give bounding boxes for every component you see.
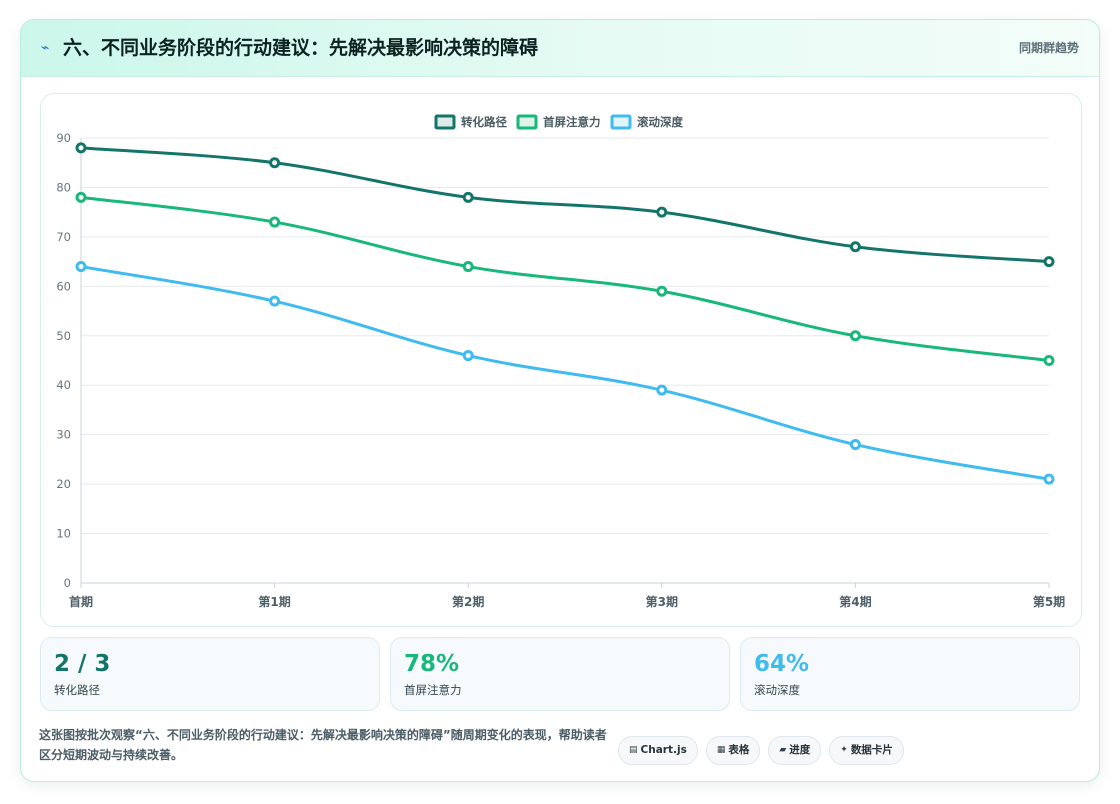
series-line <box>79 146 1051 264</box>
y-tick-label: 60 <box>56 279 71 293</box>
lightning-icon: ⌁ <box>41 40 50 56</box>
data-point <box>849 439 861 451</box>
badge-label: 表格 <box>728 744 750 756</box>
data-point <box>75 142 87 154</box>
y-tick-label: 10 <box>56 527 71 541</box>
data-point <box>1043 256 1055 268</box>
progress-icon: ▰ <box>779 745 787 755</box>
stat-value: 64% <box>754 651 810 677</box>
cohort-trend-link[interactable]: 同期群趋势 <box>1018 41 1079 55</box>
x-tick-label: 第3期 <box>646 594 678 609</box>
data-point <box>75 191 87 203</box>
legend-swatch <box>610 114 632 130</box>
data-point <box>656 206 668 218</box>
y-tick-label: 0 <box>64 576 71 590</box>
chart-description: 这张图按批次观察“六、不同业务阶段的行动建议：先解决最影响决策的障碍”随周期变化… <box>39 728 607 762</box>
y-tick-label: 90 <box>56 131 71 145</box>
data-point <box>462 350 474 362</box>
data-point <box>849 241 861 253</box>
y-tick-label: 40 <box>56 378 71 392</box>
legend-label: 滚动深度 <box>637 115 683 129</box>
badge-label: Chart.js <box>640 744 687 756</box>
line-chart: 0 10 20 30 40 50 60 70 80 90 首期 第1期 第2期 第3期 第4期 第5期 转化路径… <box>56 114 1065 609</box>
series-line <box>79 195 1051 362</box>
y-tick-label: 50 <box>56 329 71 343</box>
sparkle-icon: ✦ <box>840 745 848 755</box>
data-point <box>656 285 668 297</box>
data-point <box>849 330 861 342</box>
data-point <box>462 261 474 273</box>
data-point <box>75 261 87 273</box>
data-point <box>269 157 281 169</box>
x-tick-label: 第5期 <box>1033 594 1065 609</box>
data-point <box>656 384 668 396</box>
chartjs-badge[interactable]: ▤ Chart.js <box>618 736 698 765</box>
series-line <box>79 265 1051 481</box>
stat-card-attention: 78% 首屏注意力 <box>390 637 730 711</box>
y-tick-label: 20 <box>56 477 71 491</box>
stat-label: 转化路径 <box>54 683 100 697</box>
legend-swatch <box>434 114 456 130</box>
y-tick-label: 30 <box>56 428 71 442</box>
stat-label: 滚动深度 <box>754 683 800 697</box>
stat-value: 78% <box>404 651 460 677</box>
table-badge[interactable]: ▦ 表格 <box>705 736 761 765</box>
table-icon: ▦ <box>716 745 726 755</box>
data-point <box>269 216 281 228</box>
card-header: ⌁ 六、不同业务阶段的行动建议：先解决最影响决策的障碍 同期群趋势 <box>21 20 1099 77</box>
stat-card-scroll: 64% 滚动深度 <box>740 637 1080 711</box>
report-card: ⌁ 六、不同业务阶段的行动建议：先解决最影响决策的障碍 同期群趋势 0 10 20 3… <box>20 19 1100 782</box>
progress-badge[interactable]: ▰ 进度 <box>768 736 822 765</box>
data-point <box>1043 355 1055 366</box>
x-tick-label: 首期 <box>69 594 93 609</box>
badge-row: ▤ Chart.js ▦ 表格 ▰ 进度 ✦ 数据卡片 <box>618 736 904 765</box>
x-tick-label: 第1期 <box>258 594 290 609</box>
badge-label: 进度 <box>789 744 811 756</box>
y-tick-label: 80 <box>56 180 71 194</box>
badge-label: 数据卡片 <box>850 744 893 756</box>
page-title: 六、不同业务阶段的行动建议：先解决最影响决策的障碍 <box>63 37 539 59</box>
legend-label: 首屏注意力 <box>543 115 601 129</box>
chart-panel: 0 10 20 30 40 50 60 70 80 90 首期 第1期 第2期 第3期 第4期 第5期 转化路径… <box>40 93 1082 627</box>
stat-label: 首屏注意力 <box>404 683 462 697</box>
chart-icon: ▤ <box>629 745 638 755</box>
data-point <box>1043 473 1055 485</box>
x-tick-label: 第4期 <box>839 594 871 609</box>
x-tick-label: 第2期 <box>452 594 484 609</box>
stat-card-conversion: 2 / 3 转化路径 <box>40 637 380 711</box>
data-point <box>269 295 281 307</box>
data-card-badge[interactable]: ✦ 数据卡片 <box>829 736 904 765</box>
legend-label: 转化路径 <box>461 115 507 129</box>
y-tick-label: 70 <box>56 230 71 244</box>
legend-swatch <box>516 114 538 130</box>
stat-value: 2 / 3 <box>54 651 111 677</box>
data-point <box>462 191 474 203</box>
